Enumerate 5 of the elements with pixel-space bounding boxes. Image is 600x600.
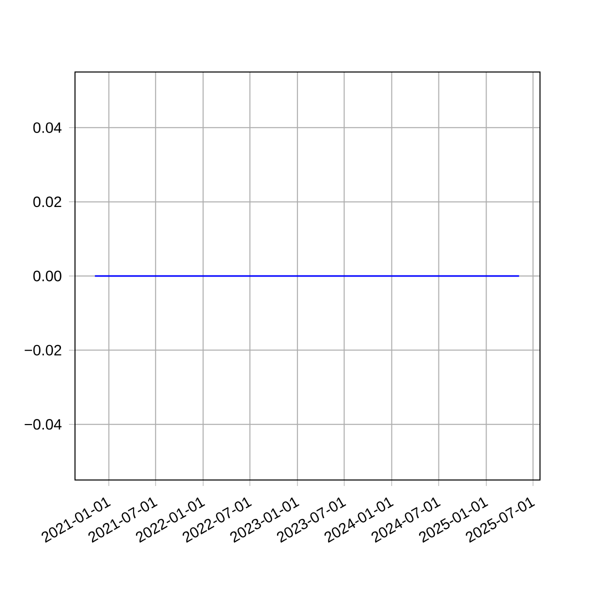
y-tick-label: −0.04 [24, 419, 62, 430]
y-tick-label: 0.04 [33, 122, 62, 133]
y-tick-label: 0.02 [33, 196, 62, 208]
y-tick-label: −0.02 [24, 344, 62, 356]
y-tick-label: 0.00 [33, 270, 62, 282]
